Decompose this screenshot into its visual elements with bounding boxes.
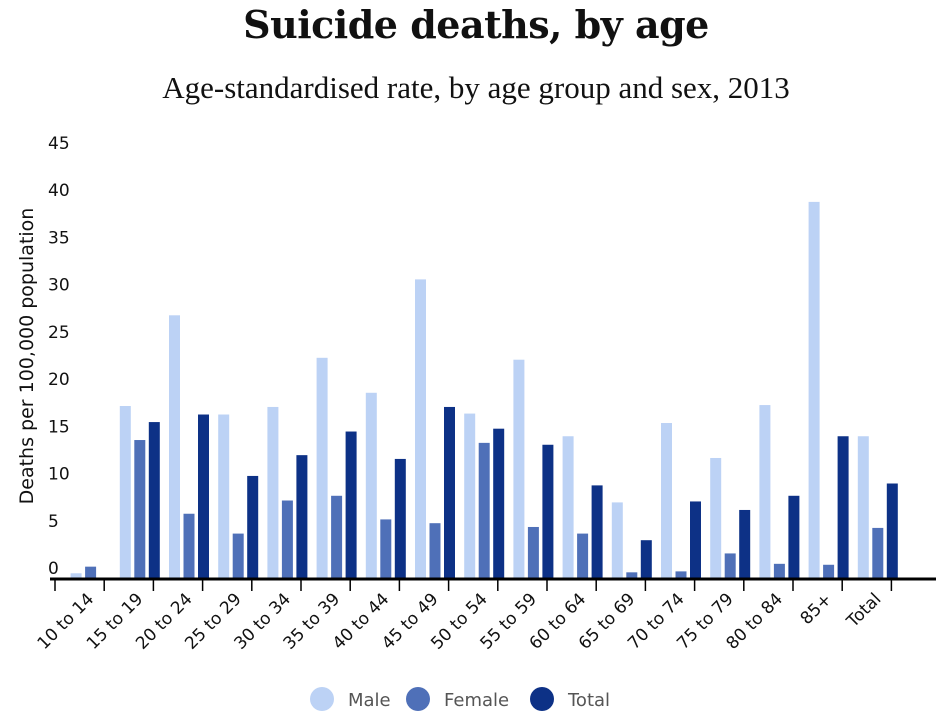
chart-subtitle: Age-standardised rate, by age group and …: [162, 70, 790, 105]
bar-total: [296, 455, 308, 578]
legend-swatch: [310, 687, 334, 711]
bar-male: [857, 436, 869, 578]
y-axis-title: Deaths per 100,000 population: [16, 208, 38, 505]
bar-female: [331, 495, 343, 578]
bar-female: [183, 513, 195, 578]
bar-total: [542, 444, 554, 578]
bar-total: [394, 458, 406, 578]
bar-female: [675, 571, 687, 578]
bar-male: [611, 502, 623, 578]
bar-male: [119, 406, 131, 578]
bar-female: [823, 564, 835, 578]
bar-total: [148, 422, 160, 578]
y-tick-label: 15: [48, 417, 70, 437]
bar-total: [640, 540, 652, 578]
bar-male: [316, 357, 328, 578]
bar-total: [690, 501, 701, 578]
y-tick-label: 40: [48, 181, 70, 201]
bar-male: [808, 201, 820, 578]
bar-female: [773, 563, 785, 578]
bar-female: [577, 533, 589, 578]
legend-label: Total: [567, 690, 610, 711]
legend-swatch: [530, 687, 554, 711]
bar-female: [429, 523, 441, 578]
bar-female: [478, 442, 490, 578]
legend-item-male[interactable]: Male: [310, 687, 391, 711]
y-tick-label: 45: [48, 134, 70, 154]
legend: Male Female Total: [310, 687, 610, 711]
bar-male: [661, 423, 672, 578]
legend-label: Female: [444, 690, 509, 711]
chart-title: Suicide deaths, by age: [243, 2, 709, 47]
x-tick-label: Total: [842, 589, 885, 632]
bar-total: [591, 485, 603, 578]
legend-item-female[interactable]: Female: [406, 687, 509, 711]
bar-female: [872, 527, 884, 578]
bar-female: [232, 533, 244, 578]
bar-male: [464, 413, 476, 578]
legend-item-total[interactable]: Total: [530, 687, 610, 711]
bar-total: [444, 406, 455, 578]
y-tick-label: 5: [48, 512, 59, 532]
y-tick-label: 0: [48, 559, 59, 579]
bar-total: [886, 483, 898, 578]
bar-male: [365, 392, 377, 578]
bar-total: [788, 495, 800, 578]
y-tick-label: 30: [48, 276, 70, 296]
bar-male: [759, 405, 771, 578]
x-tick-label: 85+: [797, 589, 837, 629]
bar-female: [724, 553, 736, 578]
y-tick-label: 25: [48, 323, 70, 343]
bar-female: [281, 500, 293, 578]
bar-male: [267, 406, 279, 578]
y-axis: 0 5 10 15 20 25 30 35 40 45: [48, 134, 70, 579]
bar-total: [198, 414, 209, 578]
bar-female: [626, 572, 638, 578]
legend-swatch: [406, 687, 430, 711]
bar-total: [493, 428, 505, 578]
bar-total: [837, 436, 849, 578]
y-tick-label: 20: [48, 370, 70, 390]
bar-total: [345, 431, 357, 578]
legend-label: Male: [348, 690, 391, 711]
bar-male: [70, 573, 82, 578]
bar-male: [415, 279, 426, 578]
y-tick-label: 35: [48, 228, 70, 248]
bar-male: [169, 315, 180, 578]
y-tick-label: 10: [48, 465, 70, 485]
bar-female: [134, 440, 146, 578]
bar-male: [218, 414, 230, 578]
bar-female: [527, 526, 539, 578]
bar-male: [513, 359, 525, 578]
bar-male: [710, 457, 722, 578]
bars: [70, 201, 898, 578]
bar-total: [247, 475, 259, 578]
bar-female: [380, 519, 392, 578]
bar-male: [562, 436, 574, 578]
bar-female: [85, 566, 97, 578]
bar-total: [739, 509, 751, 578]
